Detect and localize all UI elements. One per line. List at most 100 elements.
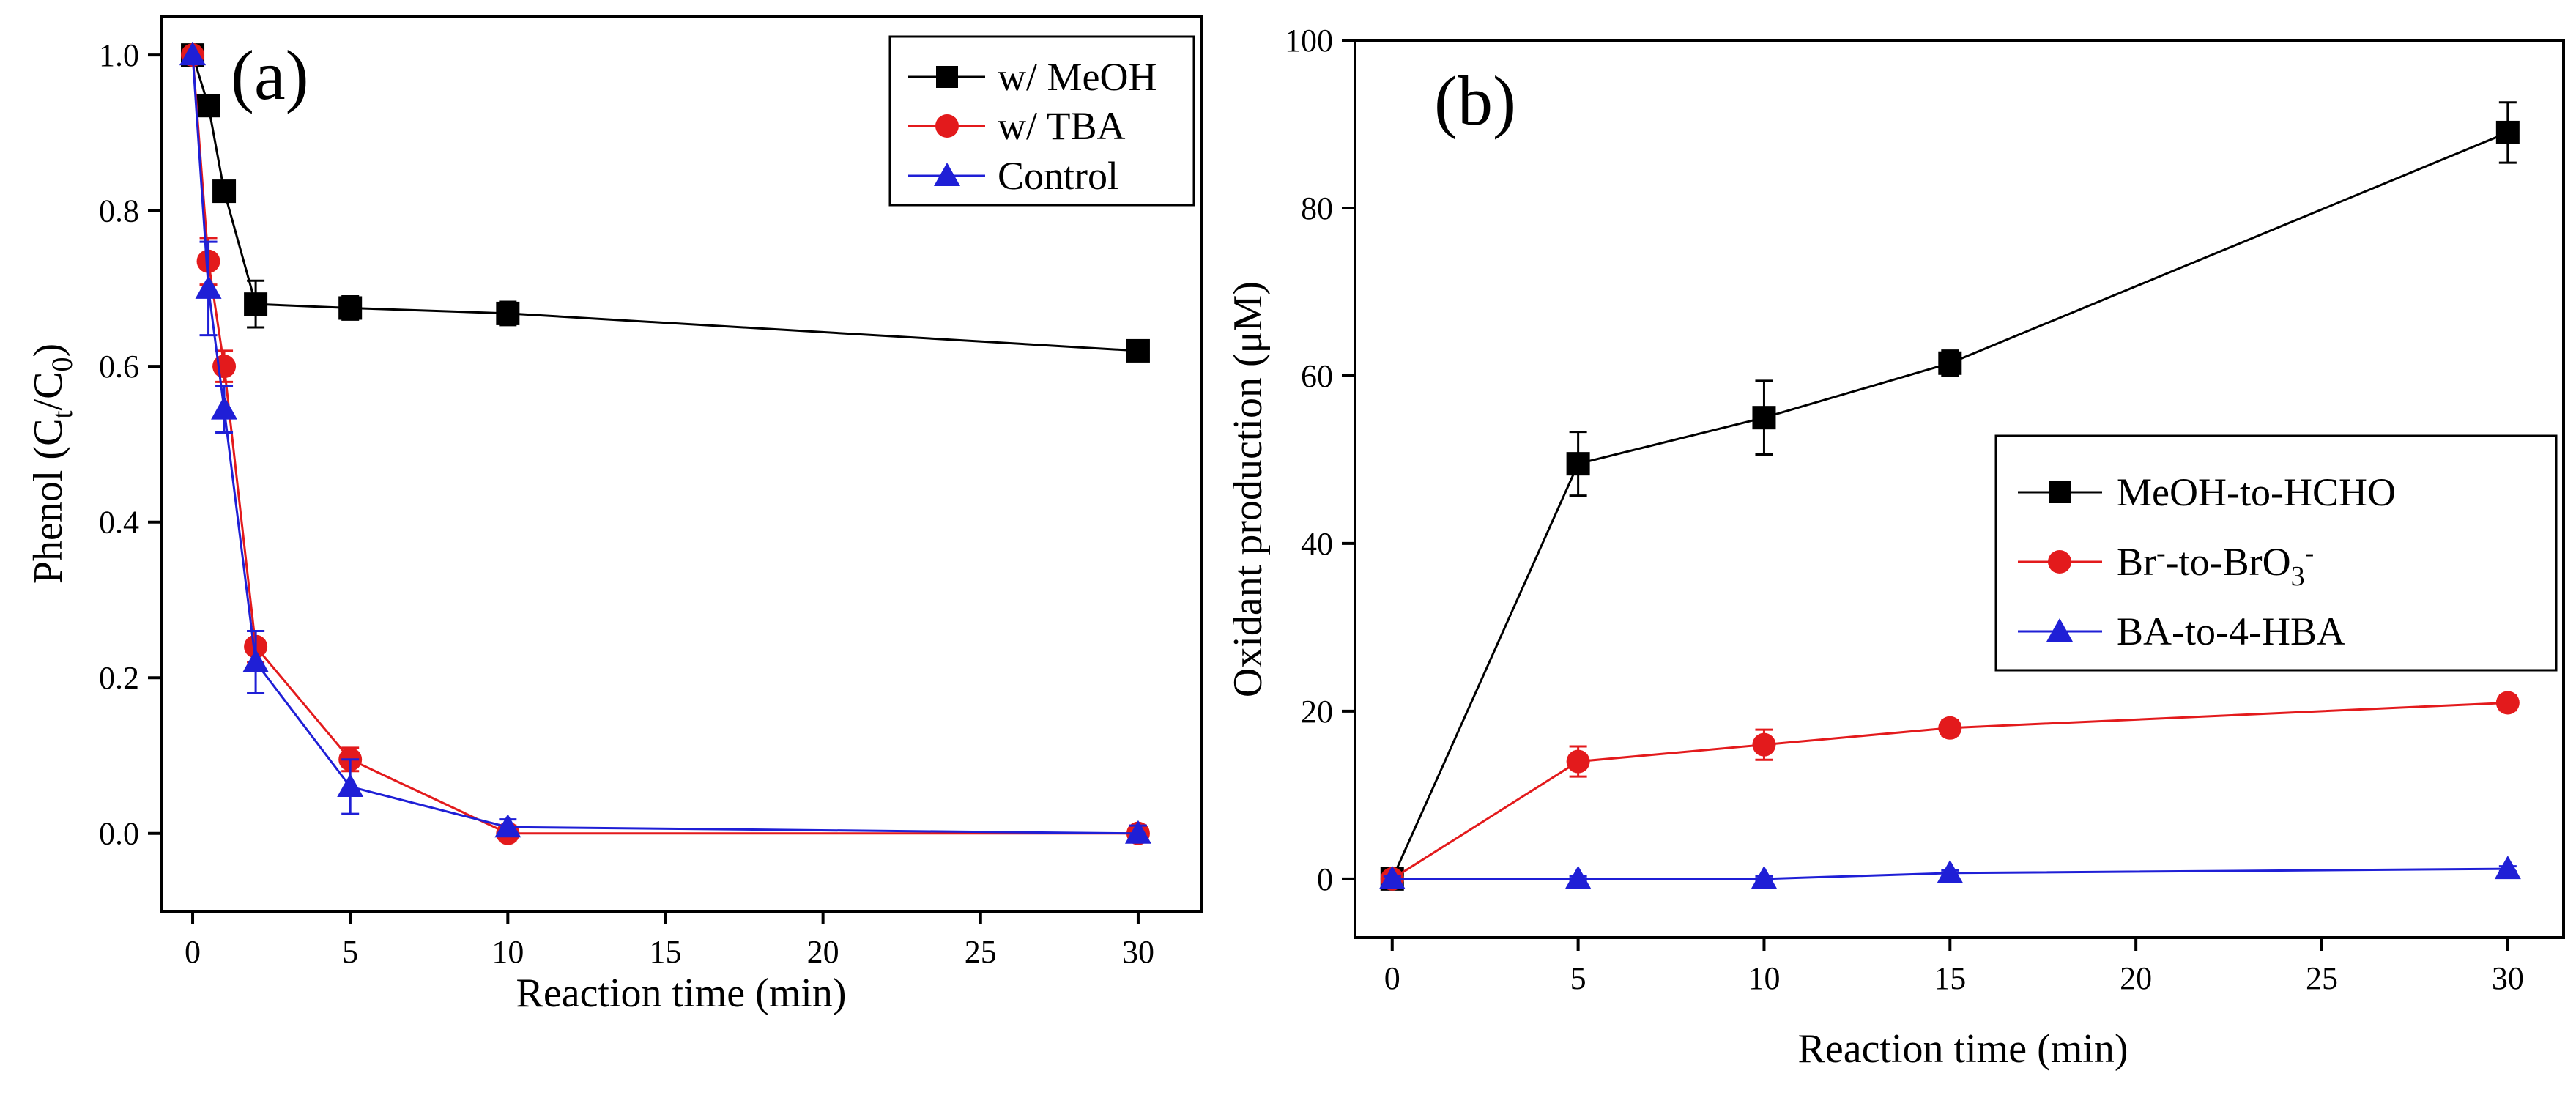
a-series-2-point: [494, 814, 521, 838]
b-series-2-point: [1564, 865, 1592, 889]
y-ticks-b: 0 20 40 60 80 100: [1285, 23, 1355, 897]
legend-b-meoh-label: MeOH-to-HCHO: [2117, 470, 2396, 514]
legend-b-br-sup2: -: [2305, 538, 2315, 568]
panel-label-a: (a): [231, 36, 309, 114]
y-title-a-main: Phenol (C: [26, 419, 71, 585]
y-title-a-sub2: 0: [45, 357, 78, 372]
legend-a: w/ MeOH w/ TBA Control: [888, 35, 1195, 207]
b-series-2-point: [1378, 865, 1406, 889]
legend-a-item-tba: w/ TBA: [908, 104, 1126, 148]
legend-b-ba-label: BA-to-4-HBA: [2117, 609, 2345, 653]
legend-a-control-label: Control: [998, 154, 1118, 198]
x-axis-title-a: Reaction time (min): [516, 971, 847, 1016]
a-series-0-point: [244, 292, 268, 316]
legend-a-meoh-marker: [936, 66, 958, 88]
a-series-2-point: [211, 396, 238, 420]
a-ytick-label: 0.6: [99, 349, 139, 385]
b-xtick-label: 30: [2492, 960, 2524, 996]
legend-a-control-marker: [934, 163, 960, 186]
b-ytick-label: 40: [1301, 526, 1333, 562]
legend-a-tba-marker: [935, 114, 959, 138]
a-ytick-label: 0.2: [99, 660, 139, 696]
a-xtick-label: 15: [649, 934, 681, 970]
legend-a-item-meoh: w/ MeOH: [908, 55, 1157, 99]
b-ytick-label: 100: [1285, 23, 1333, 59]
b-series-2-point: [1937, 859, 1964, 883]
b-series-2: [1378, 856, 2521, 889]
b-series-0-point: [2495, 120, 2520, 144]
legend-b-item-meoh: MeOH-to-HCHO: [2018, 470, 2396, 514]
a-series-2-point: [337, 773, 364, 797]
y-title-a-mid: /C: [26, 372, 71, 411]
a-xtick-label: 25: [965, 934, 997, 970]
b-ytick-label: 20: [1301, 694, 1333, 730]
a-xtick-label: 10: [491, 934, 524, 970]
y-title-a-end: ): [26, 344, 71, 357]
b-series-1-point: [1752, 732, 1776, 757]
x-ticks-b: 0 5 10 15 20 25 30: [1384, 938, 2524, 996]
panel-b: 0 5 10 15 20 25 30 0 20 40 60 80 100 (b) Reaction t…: [1225, 23, 2565, 1072]
b-series-0-point: [1752, 406, 1776, 430]
series-a: [179, 42, 1151, 845]
y-title-a-sub1: t: [45, 410, 78, 418]
a-series-0-point: [496, 301, 520, 325]
b-series-2-point: [2494, 856, 2521, 880]
a-ytick-label: 0.4: [99, 505, 139, 541]
b-series-1-point: [1566, 749, 1590, 774]
b-ytick-label: 0: [1317, 861, 1333, 897]
series-b: [1378, 101, 2521, 891]
a-series-2-point: [195, 275, 222, 299]
b-xtick-label: 15: [1934, 960, 1966, 996]
a-series-1-point: [212, 355, 237, 379]
b-series-1: [1380, 691, 2520, 891]
legend-b-br-marker: [2048, 550, 2071, 574]
a-series-0-point: [196, 94, 220, 118]
y-axis-title-a: Phenol (Ct/C0): [26, 344, 78, 584]
b-xtick-label: 0: [1384, 960, 1400, 996]
legend-b-meoh-marker: [2049, 481, 2071, 503]
b-series-1-point: [2495, 691, 2520, 715]
legend-a-tba-label: w/ TBA: [998, 104, 1126, 148]
legend-b-item-br: Br--to-BrO3-: [2018, 538, 2314, 592]
b-xtick-label: 25: [2306, 960, 2338, 996]
b-xtick-label: 5: [1570, 960, 1586, 996]
legend-a-item-control: Control: [908, 154, 1118, 198]
legend-b-item-ba: BA-to-4-HBA: [2018, 609, 2345, 653]
b-series-1-point: [1938, 716, 1962, 740]
x-axis-title-b: Reaction time (min): [1798, 1026, 2128, 1072]
a-series-0-point: [338, 296, 363, 320]
a-xtick-label: 30: [1122, 934, 1154, 970]
legend-b: MeOH-to-HCHO Br--to-BrO3- BA-to-4-HBA: [1994, 434, 2558, 672]
a-ytick-label: 1.0: [99, 37, 139, 73]
legend-b-ba-marker: [2046, 618, 2073, 642]
y-ticks-a: 0.0 0.2 0.4 0.6 0.8 1.0: [99, 37, 161, 852]
legend-b-br-main: Br: [2117, 540, 2156, 584]
b-series-0-point: [1938, 351, 1962, 375]
legend-b-br-sup: -: [2156, 538, 2166, 568]
a-xtick-label: 20: [807, 934, 839, 970]
x-ticks-a: 0 5 10 15 20 25 30: [185, 911, 1154, 970]
a-series-0-point: [212, 179, 237, 204]
panel-a: 0 5 10 15 20 25 30 0.0 0.2 0.4 0.6 0.8 1.0 (a) Reac…: [26, 15, 1203, 1016]
a-series-2-point: [242, 648, 270, 672]
y-axis-title-b: Oxidant production (μM): [1225, 281, 1271, 697]
plot-frame-a: [160, 15, 1203, 913]
a-series-2: [179, 42, 1151, 844]
a-series-0-point: [1126, 338, 1150, 363]
b-series-2-point: [1751, 865, 1778, 889]
a-series-2-point: [1124, 820, 1151, 844]
a-xtick-label: 5: [342, 934, 358, 970]
a-xtick-label: 0: [185, 934, 201, 970]
b-ytick-label: 60: [1301, 358, 1333, 394]
b-xtick-label: 10: [1748, 960, 1780, 996]
b-series-0-point: [1566, 452, 1590, 476]
a-ytick-label: 0.8: [99, 193, 139, 229]
b-ytick-label: 80: [1301, 190, 1333, 226]
legend-a-meoh-label: w/ MeOH: [998, 55, 1157, 99]
b-xtick-label: 20: [2120, 960, 2152, 996]
legend-b-br-label: Br--to-BrO3-: [2117, 538, 2314, 592]
legend-b-br-sub: 3: [2291, 561, 2305, 592]
a-series-2-point: [179, 42, 207, 66]
legend-b-br-mid: -to-BrO: [2166, 540, 2291, 584]
